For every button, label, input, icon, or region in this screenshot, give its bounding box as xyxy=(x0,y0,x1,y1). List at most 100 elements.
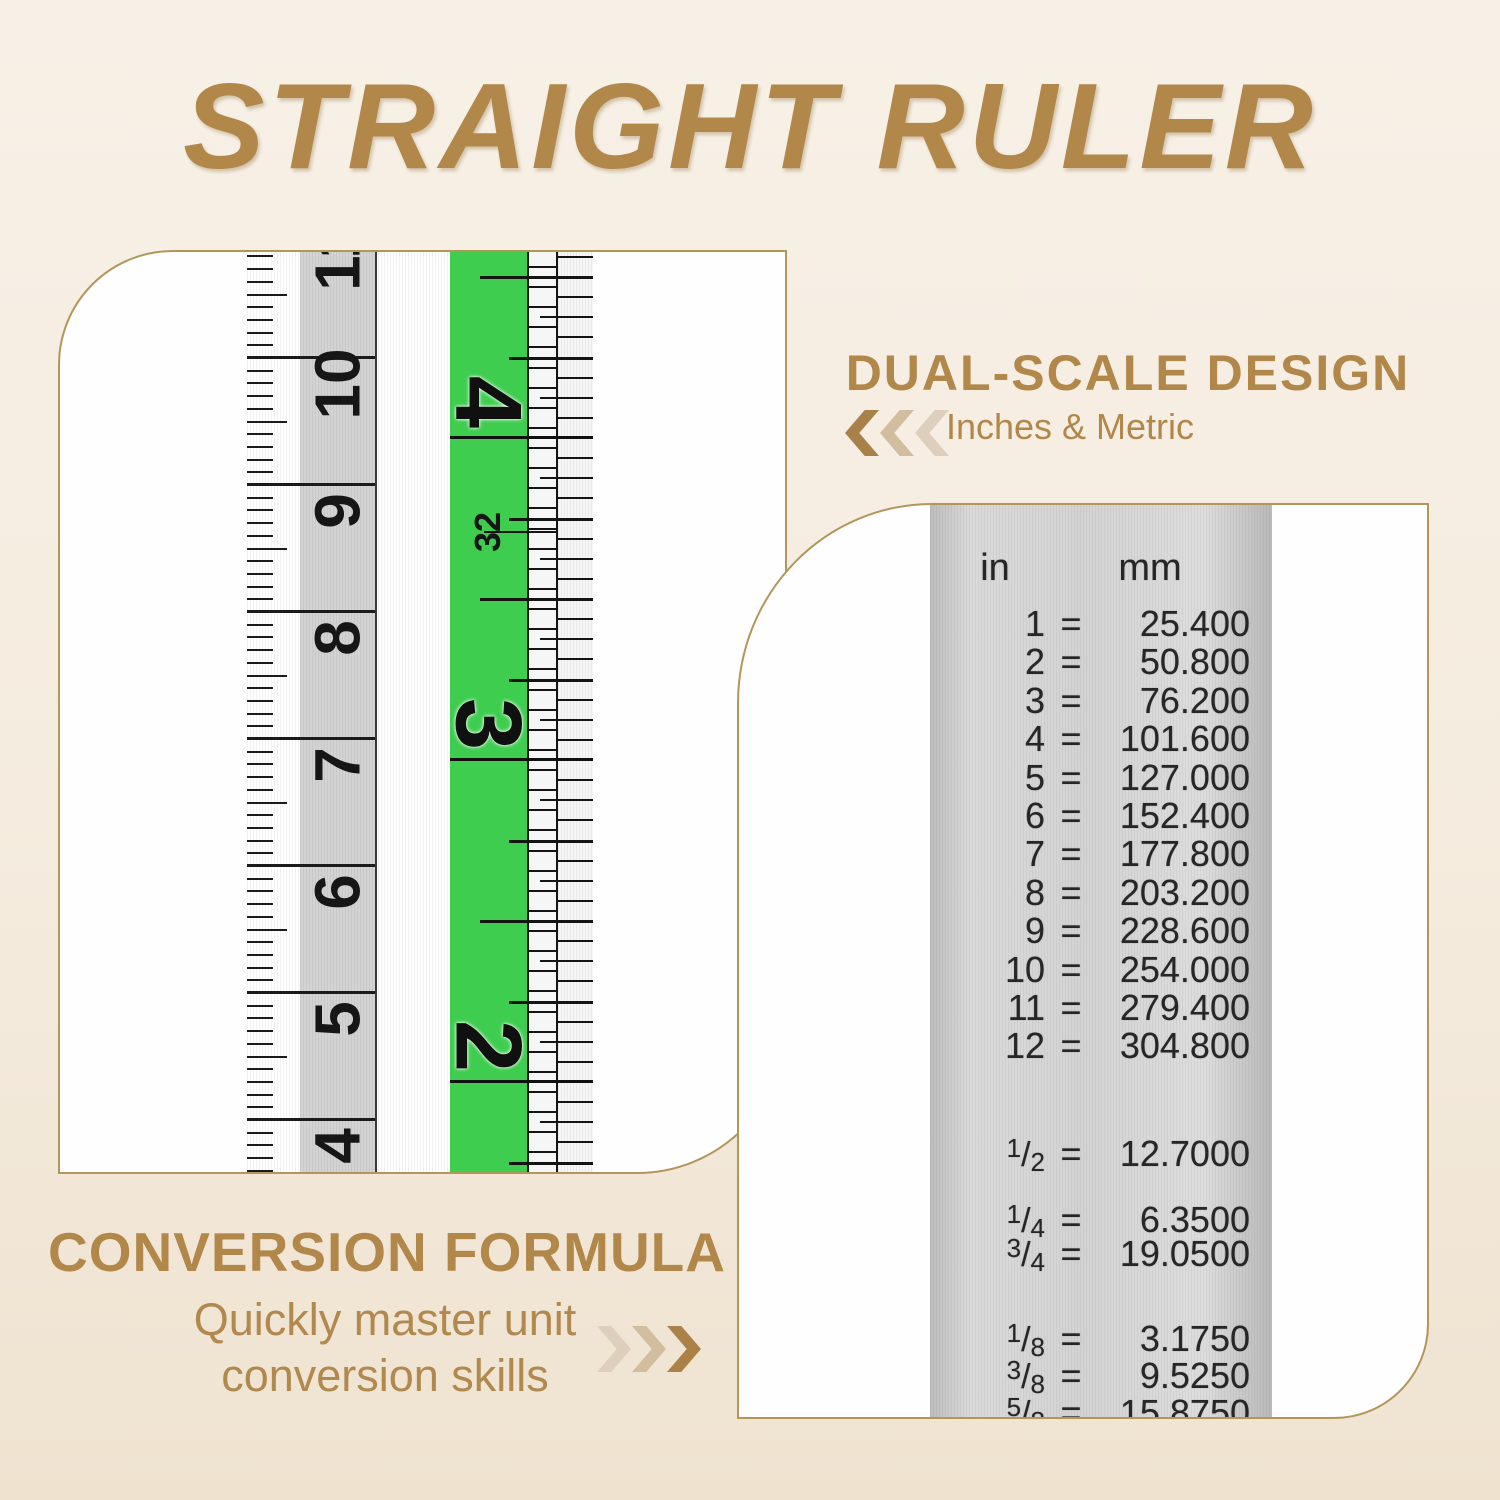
mm-tick xyxy=(247,598,273,601)
conversion-row: 6 = 152.400 xyxy=(930,796,1272,836)
mm-tick xyxy=(247,445,273,448)
eighth-inch-tick xyxy=(540,477,593,480)
conversion-row: 3/4 = 19.0500 xyxy=(930,1233,1272,1277)
mm-tick xyxy=(247,814,273,817)
thirtysecond-tick xyxy=(527,1111,558,1114)
thirtysecond-tick xyxy=(527,809,558,812)
thirtysecond-tick xyxy=(527,286,558,289)
equals-sign: = xyxy=(1060,910,1082,952)
thirtysecond-tick xyxy=(527,487,558,490)
mm-tick xyxy=(247,534,273,537)
conversion-row: 9 = 228.600 xyxy=(930,911,1272,951)
inch-number-label: 2 xyxy=(436,1019,542,1073)
value-mm: 279.400 xyxy=(1119,987,1250,1028)
conversion-row: 10 = 254.000 xyxy=(930,949,1272,990)
mm-tick xyxy=(247,852,273,855)
half-cm-tick xyxy=(247,674,287,677)
value-mm: 203.200 xyxy=(1119,871,1250,913)
value-mm: 12.7000 xyxy=(1119,1133,1250,1174)
eighth-inch-tick xyxy=(540,1121,593,1124)
sixteenth-inch-tick xyxy=(558,336,593,339)
sixteenth-inch-tick xyxy=(558,416,593,419)
thirtysecond-tick xyxy=(527,426,558,429)
eighth-inch-tick xyxy=(540,557,593,560)
conversion-row: 5/8 = 15.8750 xyxy=(930,1392,1272,1417)
value-in: 4 xyxy=(1024,718,1045,760)
mm-tick xyxy=(247,318,273,321)
quarter-inch-tick xyxy=(509,1161,593,1165)
conversion-row: 7 = 177.800 xyxy=(930,834,1272,874)
inch-tick-column xyxy=(558,252,593,1172)
value-in: 1/8 xyxy=(1006,1318,1045,1362)
value-in: 2 xyxy=(1024,641,1045,683)
dual-scale-subheading: Inches & Metric xyxy=(945,406,1195,447)
sixteenth-inch-tick xyxy=(558,819,593,822)
value-mm: 177.800 xyxy=(1119,833,1250,875)
sixteenth-inch-tick xyxy=(558,738,593,741)
value-mm: 25.400 xyxy=(1139,603,1250,644)
mm-tick xyxy=(247,1080,273,1083)
mm-tick xyxy=(247,407,273,410)
half-cm-tick xyxy=(247,1055,287,1058)
thirtysecond-tick xyxy=(527,628,558,631)
mm-tick xyxy=(247,890,273,893)
thirtysecond-tick xyxy=(527,688,558,691)
conversion-row: 1 = 25.400 xyxy=(930,604,1272,644)
cm-line xyxy=(247,864,375,867)
sixteenth-inch-tick xyxy=(558,537,593,540)
eighth-inch-tick xyxy=(540,960,593,963)
inch-line xyxy=(450,758,593,761)
mm-tick xyxy=(247,712,273,715)
thirtysecond-tick xyxy=(527,406,558,409)
mm-tick xyxy=(247,915,273,918)
equals-sign: = xyxy=(1060,603,1082,644)
value-mm: 50.800 xyxy=(1139,641,1250,683)
mm-tick xyxy=(247,1004,273,1007)
mm-tick xyxy=(247,699,273,702)
mm-tick xyxy=(247,941,273,944)
mm-tick xyxy=(247,725,273,728)
mm-tick xyxy=(247,826,273,829)
eighth-inch-tick xyxy=(540,1040,593,1043)
half-inch-tick xyxy=(480,920,593,923)
mm-tick xyxy=(247,522,273,525)
thirtysecond-tick xyxy=(527,507,558,510)
sixteenth-inch-tick xyxy=(558,577,593,580)
inch-number-label: 4 xyxy=(436,375,542,429)
thirtysecond-tick xyxy=(527,728,558,731)
conversion-row: 1/2 = 12.7000 xyxy=(930,1133,1272,1177)
metric-number-label: 9 xyxy=(301,493,374,529)
equals-sign: = xyxy=(1060,1025,1082,1067)
conversion-formula-line2: conversion skills xyxy=(221,1350,549,1401)
conversion-formula-heading: CONVERSION FORMULA xyxy=(48,1221,726,1283)
sixteenth-inch-tick xyxy=(558,255,593,258)
eighth-inch-tick xyxy=(540,799,593,802)
thirtysecond-tick xyxy=(527,1131,558,1134)
thirtysecond-tick xyxy=(527,950,558,953)
thirtysecond-tick xyxy=(527,1091,558,1094)
value-in: 5 xyxy=(1024,756,1045,798)
equals-sign: = xyxy=(1060,833,1082,875)
thirtysecond-tick xyxy=(527,668,558,671)
inch-number-band xyxy=(450,252,527,1172)
chevron-left-icon xyxy=(880,410,914,456)
equals-sign: = xyxy=(1060,1199,1082,1240)
mm-tick xyxy=(247,623,273,626)
table-header-mm: mm xyxy=(1118,547,1182,589)
metric-number-label: 4 xyxy=(301,1128,374,1164)
mm-tick xyxy=(247,585,273,588)
thirtysecond-tick xyxy=(527,608,558,611)
thirtysecond-tick xyxy=(527,366,558,369)
metric-number-label: 11 xyxy=(301,252,374,291)
mm-tick xyxy=(247,344,273,347)
value-in: 3/8 xyxy=(1006,1355,1045,1399)
sixteenth-inch-tick xyxy=(558,980,593,983)
value-mm: 76.200 xyxy=(1139,679,1250,721)
equals-sign: = xyxy=(1060,1318,1082,1359)
cm-line xyxy=(247,737,375,740)
thirtysecond-tick xyxy=(527,1010,558,1013)
value-in: 8 xyxy=(1024,871,1045,913)
conversion-row: 3 = 76.200 xyxy=(930,679,1272,721)
value-in: 5/8 xyxy=(1006,1392,1045,1417)
marker-tick xyxy=(484,531,558,533)
